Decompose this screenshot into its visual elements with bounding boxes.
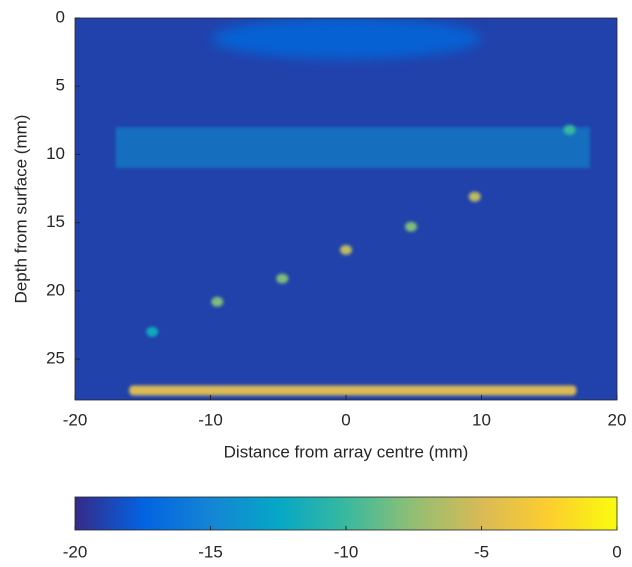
y-axis-label: Depth from surface (mm): [11, 115, 30, 304]
reflector: [340, 244, 352, 255]
x-tick-label: -20: [63, 410, 88, 429]
y-tick-label: 10: [46, 144, 65, 163]
reflector: [211, 296, 224, 307]
y-tick-label: 5: [56, 76, 65, 95]
backwall: [129, 385, 577, 396]
colorbar-tick-label: -15: [198, 542, 223, 561]
reflector: [405, 221, 418, 232]
y-tick-label: 20: [46, 280, 65, 299]
colorbar-tick-label: -20: [63, 542, 88, 561]
colorbar: [74, 496, 618, 531]
reflector: [146, 326, 159, 337]
x-axis-label: Distance from array centre (mm): [224, 442, 469, 461]
reflector: [468, 191, 481, 202]
x-tick-label: 10: [472, 410, 491, 429]
y-tick-label: 25: [46, 349, 65, 368]
reflector: [276, 273, 289, 284]
x-tick-label: 0: [341, 410, 350, 429]
background: [75, 18, 617, 400]
colorbar-tick-label: -5: [474, 542, 489, 561]
colorbar-tick-label: -10: [334, 542, 359, 561]
surface-echo: [210, 18, 482, 59]
noise-band: [115, 127, 590, 169]
y-tick-label: 15: [46, 212, 65, 231]
plot-area: [75, 18, 617, 400]
reflector: [563, 124, 576, 135]
x-tick-label: 20: [608, 410, 627, 429]
colorbar-tick-label: 0: [612, 542, 621, 561]
x-tick-label: -10: [198, 410, 223, 429]
y-tick-label: 0: [56, 7, 65, 26]
